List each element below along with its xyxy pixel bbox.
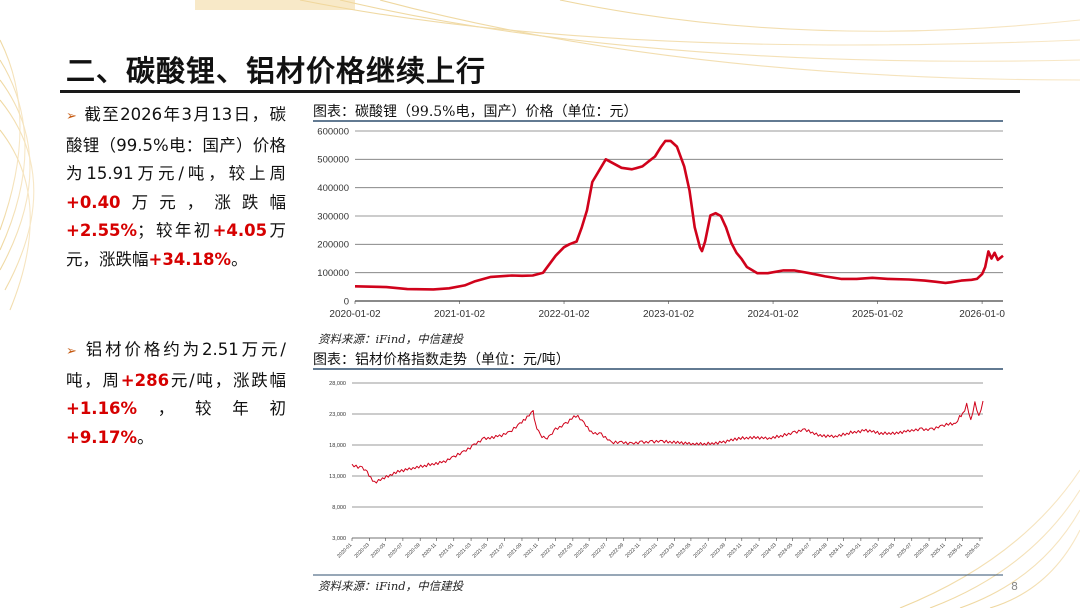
series-line [351, 400, 984, 484]
x-tick-label: 2025-11 [930, 542, 947, 559]
x-tick-label: 2025-09 [913, 542, 930, 559]
x-tick-label: 2025-01 [845, 542, 862, 559]
x-tick-label: 2021-01-02 [434, 309, 486, 320]
x-tick-label: 2025-03 [862, 542, 879, 559]
x-tick-label: 2020-05 [370, 542, 387, 559]
y-tick-label: 23,000 [329, 412, 346, 418]
y-tick-label: 0 [344, 296, 349, 307]
x-tick-label: 2022-01 [540, 542, 557, 559]
x-tick-label: 2025-07 [896, 542, 913, 559]
y-tick-label: 600000 [317, 126, 349, 137]
y-tick-label: 200000 [317, 240, 349, 251]
x-tick-label: 2023-05 [675, 542, 692, 559]
x-tick-label: 2023-09 [710, 542, 727, 559]
x-tick-label: 2025-01-02 [852, 309, 904, 320]
x-tick-label: 2024-07 [794, 542, 811, 559]
x-tick-label: 2022-03 [557, 542, 574, 559]
x-tick-label: 2023-07 [692, 542, 709, 559]
x-tick-label: 2020-01-02 [329, 309, 381, 320]
x-tick-label: 2021-01 [438, 542, 455, 559]
x-tick-label: 2023-03 [659, 542, 676, 559]
x-tick-label: 2021-07 [489, 542, 506, 559]
y-tick-label: 100000 [317, 268, 349, 279]
bullet-text: ；较年初 [137, 221, 213, 241]
series-line [354, 139, 1004, 291]
bullet-text: ，较年初 [137, 399, 286, 419]
y-tick-label: 28,000 [329, 381, 346, 387]
bullet-text: 元/吨，涨跌幅 [169, 370, 286, 390]
x-tick-label: 2020-03 [353, 542, 370, 559]
lithium-price-chart: 0 100000 200000 300000 400000 500000 600000 202… [317, 126, 1005, 320]
x-tick-label: 2021-09 [506, 542, 523, 559]
x-tick-label: 2023-01 [642, 542, 659, 559]
y-tick-label: 3,000 [332, 536, 346, 542]
bullet-text: 铝材价格约为2.51万元/吨，周 [66, 340, 286, 390]
bullet-text: 万元，涨跌幅 [120, 192, 286, 212]
x-tick-label: 2022-07 [591, 542, 608, 559]
x-tick-label: 2026-03 [964, 542, 981, 559]
x-tick-label: 2024-09 [811, 542, 828, 559]
x-tick-label: 2022-01-02 [538, 309, 590, 320]
x-tick-label: 2023-01-02 [643, 309, 695, 320]
source-note-top: 资料来源：iFind，中信建投 [318, 332, 464, 346]
bullet-arrow-icon: ➢ [66, 344, 77, 359]
x-tick-label: 2024-11 [828, 542, 845, 559]
x-tick-label: 2021-05 [472, 542, 489, 559]
highlight-value: +4.05 [212, 221, 268, 241]
x-tick-label: 2021-11 [523, 542, 540, 559]
x-tick-label: 2020-01 [336, 542, 353, 559]
bullet-text: 。 [231, 249, 248, 269]
x-tick-label: 2022-11 [624, 542, 641, 559]
highlight-value: +0.40 [66, 192, 121, 212]
bullet-text: 。 [137, 427, 154, 447]
x-tick-label: 2024-01-02 [747, 309, 799, 320]
bullet-aluminum: ➢ 铝材价格约为2.51万元/吨，周+286元/吨，涨跌幅 +1.16%，较年初 +9… [66, 336, 286, 452]
x-tick-label: 2021-03 [455, 542, 472, 559]
x-tick-label: 2026-01 [947, 542, 964, 559]
y-tick-label: 8,000 [332, 505, 346, 511]
x-tick-label: 2020-11 [421, 542, 438, 559]
y-tick-label: 500000 [317, 155, 349, 166]
highlight-value: +286 [120, 370, 170, 390]
aluminum-index-chart: 3,000 8,000 13,000 18,000 23,000 28,000 2020-0… [329, 381, 984, 559]
x-tick-label: 2022-05 [573, 542, 590, 559]
x-tick-label: 2022-09 [608, 542, 625, 559]
page-title: 二、碳酸锂、铝材价格继续上行 [66, 54, 487, 88]
highlight-value: +34.18% [148, 249, 232, 269]
x-tick-label: 2024-03 [761, 542, 778, 559]
x-tick-label: 2026-01-0 [959, 309, 1005, 320]
source-note-bottom: 资料来源：iFind，中信建投 [318, 579, 464, 593]
title-divider [60, 90, 1020, 93]
x-tick-label: 2024-01 [743, 542, 760, 559]
highlight-value: +9.17% [66, 427, 138, 447]
x-tick-label: 2025-05 [879, 542, 896, 559]
y-tick-label: 300000 [317, 211, 349, 222]
bullet-lithium-carbonate: ➢ 截至2026年3月13日，碳酸锂（99.5%电：国产）价格为15.91万元/吨… [66, 101, 286, 275]
x-tick-label: 2024-05 [777, 542, 794, 559]
x-tick-label: 2020-07 [387, 542, 404, 559]
highlight-value: +2.55% [66, 221, 138, 241]
y-tick-label: 13,000 [329, 474, 346, 480]
y-tick-label: 400000 [317, 183, 349, 194]
bullet-text: 万元，涨跌幅 [66, 221, 286, 269]
bullet-text: 截至2026年3月13日，碳酸锂（99.5%电：国产）价格为15.91万元/吨，… [66, 105, 286, 184]
bullet-arrow-icon: ➢ [66, 109, 77, 124]
chart-title-aluminum: 图表：铝材价格指数走势（单位：元/吨） [313, 352, 570, 368]
chart-title-lithium: 图表：碳酸锂（99.5%电，国产）价格（单位：元） [313, 104, 638, 120]
y-tick-label: 18,000 [329, 443, 346, 449]
highlight-value: +1.16% [66, 399, 138, 419]
page-number: 8 [1011, 580, 1018, 593]
x-tick-label: 2020-09 [404, 542, 421, 559]
x-tick-label: 2023-11 [726, 542, 743, 559]
